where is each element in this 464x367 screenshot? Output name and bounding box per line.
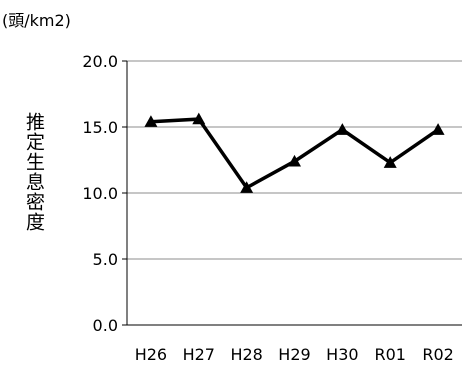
x-tick-label: H27 (183, 345, 215, 364)
y-tick-label: 15.0 (82, 118, 118, 137)
y-tick-labels: 0.0 5.0 10.0 15.0 20.0 (82, 52, 118, 335)
data-point-marker (288, 154, 301, 167)
y-tick-label: 10.0 (82, 184, 118, 203)
x-tick-label: H29 (278, 345, 310, 364)
data-point-marker (431, 123, 445, 135)
y-tick-label: 5.0 (93, 250, 118, 269)
data-point-marker (192, 112, 206, 125)
y-tick-label: 20.0 (82, 52, 118, 71)
gridlines (127, 60, 462, 260)
x-tick-label: H28 (230, 345, 262, 364)
unit-label: (頭/km2) (2, 11, 71, 30)
data-point-marker (383, 156, 397, 168)
y-tick-label: 0.0 (93, 316, 118, 335)
data-point-marker (335, 123, 349, 135)
x-tick-label: H30 (326, 345, 358, 364)
y-axis-label: 推定生息密度 (23, 112, 45, 232)
data-point-marker (240, 181, 254, 193)
data-point-marker (144, 115, 158, 127)
axes (122, 60, 462, 326)
x-tick-labels: H26 H27 H28 H29 H30 R01 R02 (135, 345, 454, 364)
x-tick-label: R01 (374, 345, 405, 364)
series-line (150, 117, 440, 191)
series-layer (144, 112, 445, 193)
x-tick-label: H26 (135, 345, 167, 364)
x-tick-label: R02 (422, 345, 453, 364)
